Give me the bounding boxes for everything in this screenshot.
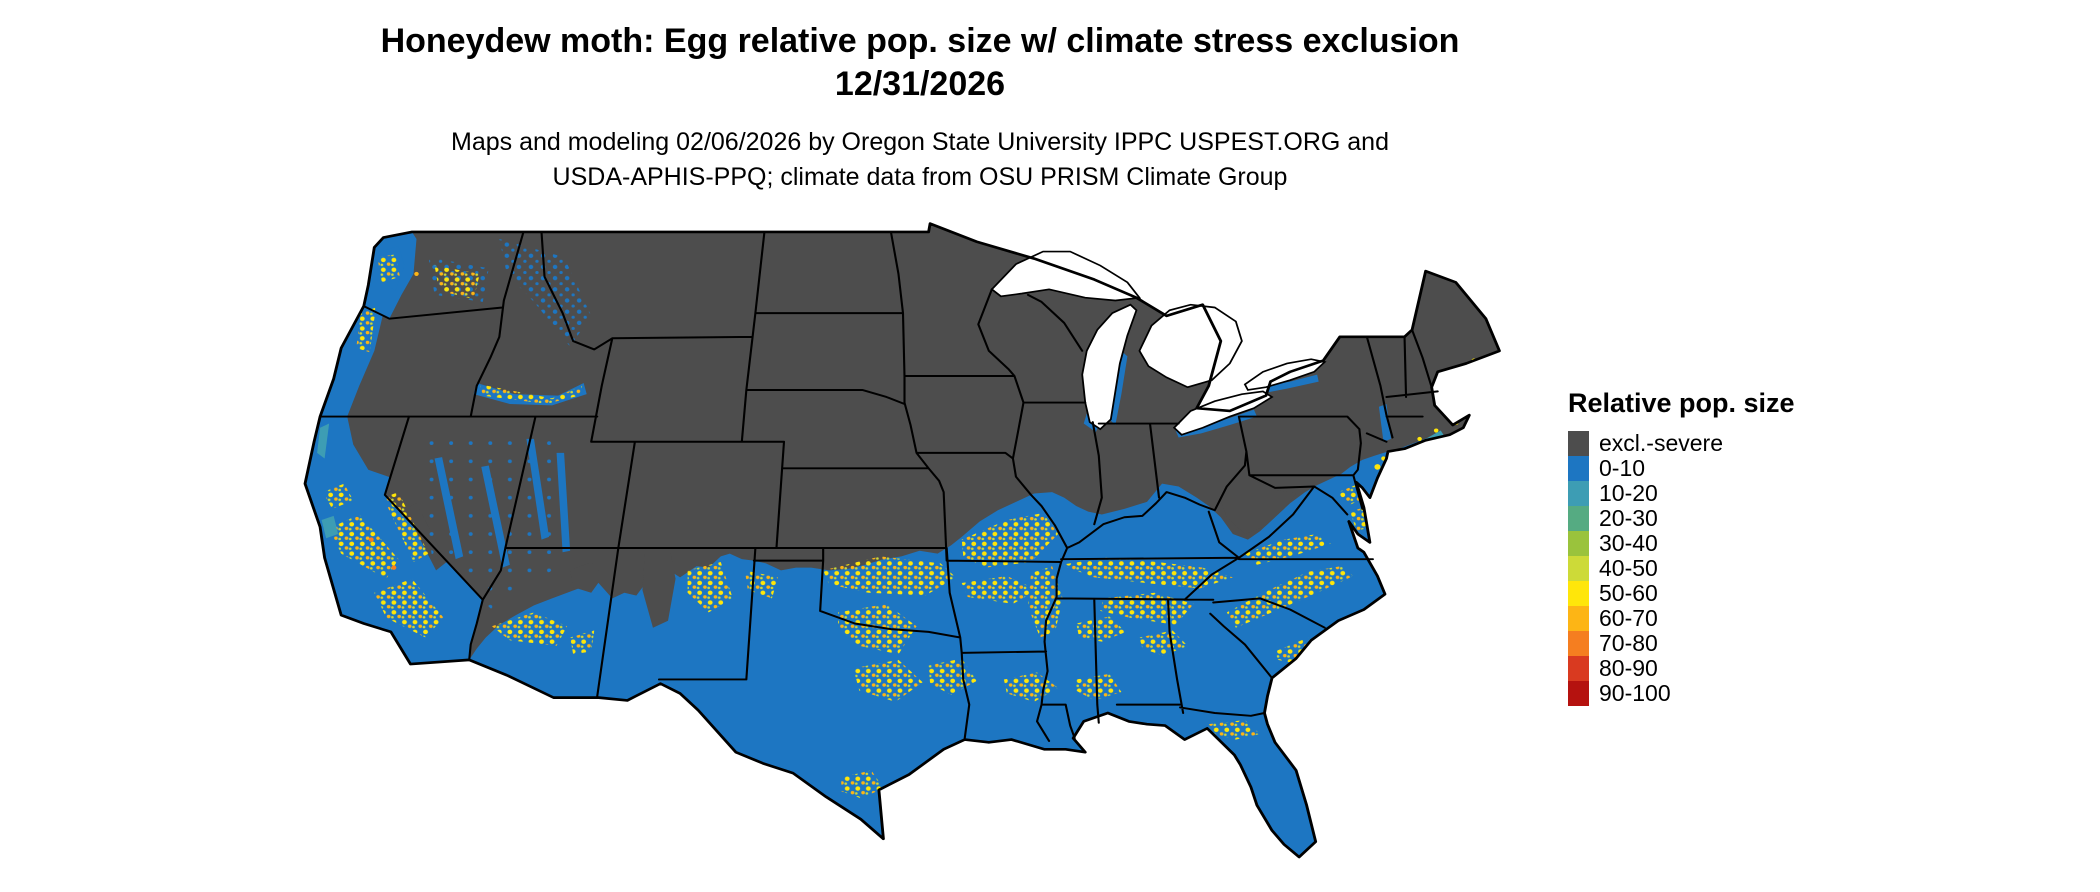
legend-label: 60-70	[1599, 605, 1658, 631]
legend-swatch	[1568, 531, 1589, 556]
legend-row: 30-40	[1568, 530, 1795, 556]
region-arizona-highlands-gray	[570, 561, 604, 593]
legend-row: 20-30	[1568, 505, 1795, 531]
region-newmexico-rockies-gray	[642, 548, 676, 628]
legend-row: 0-10	[1568, 455, 1795, 481]
legend-title: Relative pop. size	[1568, 388, 1795, 418]
legend-swatch	[1568, 481, 1589, 506]
legend-label: 10-20	[1599, 480, 1658, 506]
legend-label: 30-40	[1599, 530, 1658, 556]
legend-swatch	[1568, 456, 1589, 481]
map-header: Honeydew moth: Egg relative pop. size w/…	[0, 20, 1840, 195]
legend-rows: excl.-severe 0-10 10-20 20-30 30-40 40-50 50-6…	[1568, 430, 1795, 706]
legend-swatch	[1568, 681, 1589, 706]
legend-row: 70-80	[1568, 630, 1795, 656]
region-ne-california-gray	[347, 416, 409, 479]
legend-swatch	[1568, 506, 1589, 531]
legend-label: 70-80	[1599, 630, 1658, 656]
legend-swatch	[1568, 606, 1589, 631]
page-title-line2: 12/31/2026	[834, 64, 1006, 103]
legend-row: 50-60	[1568, 580, 1795, 606]
region-north-idaho-speckle	[499, 238, 592, 347]
legend-label: 40-50	[1599, 555, 1658, 581]
lake-huron	[1138, 303, 1243, 389]
map-subtitle: Maps and modeling 02/06/2026 by Oregon S…	[0, 125, 1840, 195]
us-map-svg	[303, 222, 1501, 859]
yellow-speckle-regions	[323, 254, 1375, 799]
legend-row: 60-70	[1568, 605, 1795, 631]
legend-label: 90-100	[1599, 680, 1671, 706]
legend-swatch	[1568, 631, 1589, 656]
legend-row: 40-50	[1568, 555, 1795, 581]
legend-label: 20-30	[1599, 505, 1658, 531]
legend-label: excl.-severe	[1599, 430, 1723, 456]
region-westvirginia-gray	[1220, 464, 1297, 535]
legend-row: 90-100	[1568, 680, 1795, 706]
legend-swatch	[1568, 581, 1589, 606]
great-lakes	[990, 250, 1327, 436]
region-california-blue	[305, 416, 483, 665]
region-west-michigan-shore-blue	[1083, 352, 1128, 432]
page-title-line1: Honeydew moth: Egg relative pop. size w/…	[380, 22, 1460, 60]
region-hudson-valley-blue	[1378, 403, 1391, 442]
us-population-map	[296, 218, 1516, 878]
subtitle-line1: Maps and modeling 02/06/2026 by Oregon S…	[451, 128, 1389, 156]
lake-superior	[990, 250, 1142, 302]
legend-label: 80-90	[1599, 655, 1658, 681]
legend-row: 80-90	[1568, 655, 1795, 681]
state-borders	[319, 231, 1439, 742]
legend-label: 50-60	[1599, 580, 1658, 606]
legend-row: excl.-severe	[1568, 430, 1795, 456]
legend-swatch	[1568, 656, 1589, 681]
legend-swatch	[1568, 556, 1589, 581]
map-legend: Relative pop. size excl.-severe 0-10 10-20…	[1568, 388, 1795, 706]
lake-michigan	[1081, 303, 1138, 431]
legend-row: 10-20	[1568, 480, 1795, 506]
legend-label: 0-10	[1599, 455, 1646, 481]
region-great-basin-speckle	[416, 434, 568, 610]
subtitle-line2: USDA-APHIS-PPQ; climate data from OSU PR…	[552, 163, 1288, 191]
legend-swatch	[1568, 431, 1589, 456]
